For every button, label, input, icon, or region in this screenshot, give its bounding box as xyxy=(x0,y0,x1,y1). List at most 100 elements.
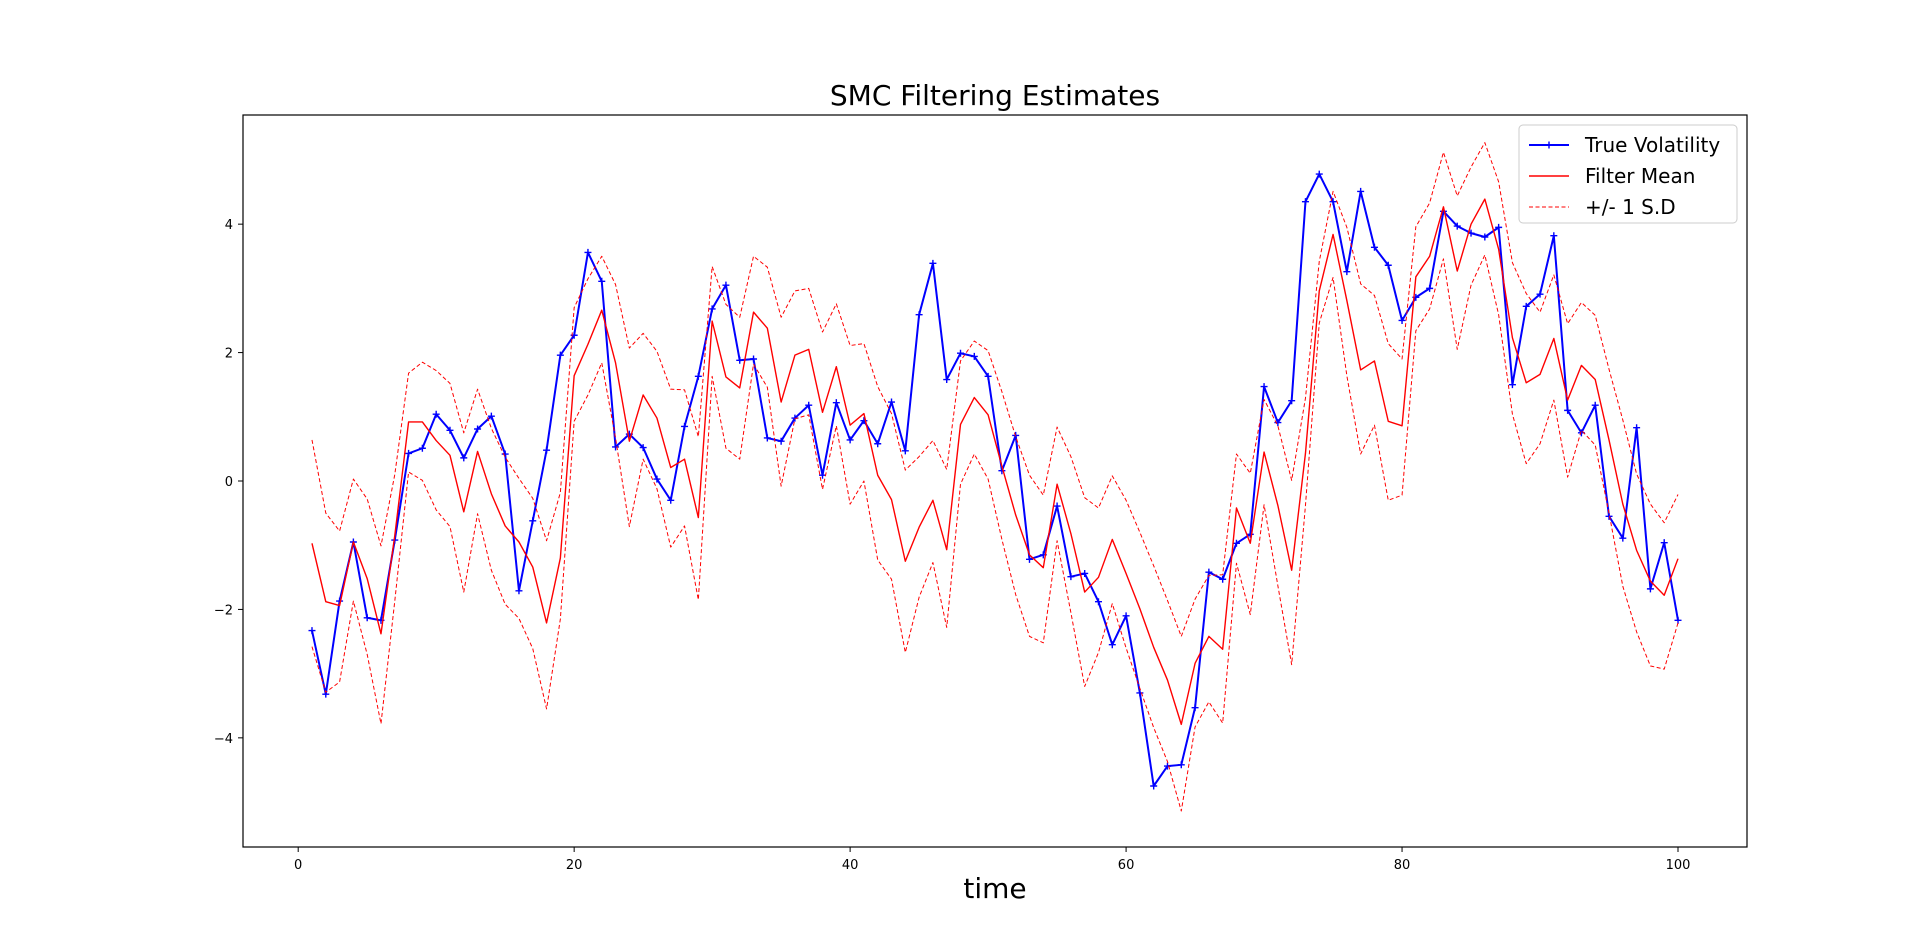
series-point-0-39 xyxy=(846,436,854,444)
series-point-0-98 xyxy=(1660,539,1668,547)
series-point-0-64 xyxy=(1191,704,1199,712)
series-point-0-22 xyxy=(612,443,620,451)
series-point-0-83 xyxy=(1453,222,1461,230)
series-point-0-87 xyxy=(1508,381,1516,389)
series-point-0-89 xyxy=(1536,290,1544,298)
series-point-0-54 xyxy=(1053,502,1061,510)
x-tick-label-1: 20 xyxy=(566,858,583,873)
legend-label-0: True Volatility xyxy=(1584,133,1720,157)
series-point-0-28 xyxy=(694,372,702,380)
chart-title: SMC Filtering Estimates xyxy=(830,79,1160,112)
series-point-0-99 xyxy=(1674,616,1682,624)
series-point-0-26 xyxy=(667,496,675,504)
x-tick-label-2: 40 xyxy=(842,858,859,873)
series-point-0-73 xyxy=(1315,170,1323,178)
series-point-0-96 xyxy=(1633,424,1641,432)
x-tick-label-5: 100 xyxy=(1666,858,1691,873)
series-point-0-33 xyxy=(763,434,771,442)
series-point-0-7 xyxy=(405,449,413,457)
series-point-0-11 xyxy=(460,454,468,462)
series-point-0-30 xyxy=(722,281,730,289)
series-point-0-46 xyxy=(943,376,951,384)
series-point-0-85 xyxy=(1481,233,1489,241)
x-axis-label: time xyxy=(963,872,1026,905)
series-point-0-12 xyxy=(474,425,482,433)
series-point-0-68 xyxy=(1246,530,1254,538)
series-point-0-66 xyxy=(1219,575,1227,583)
series-point-0-42 xyxy=(888,398,896,406)
y-tick-label-4: 4 xyxy=(225,218,233,233)
series-point-0-97 xyxy=(1646,585,1654,593)
series-point-0-67 xyxy=(1232,539,1240,547)
series-point-0-43 xyxy=(901,447,909,455)
series-point-0-27 xyxy=(681,422,689,430)
series-point-0-45 xyxy=(929,259,937,267)
series-layer xyxy=(308,142,1682,812)
legend-label-1: Filter Mean xyxy=(1585,164,1695,188)
series-point-0-20 xyxy=(584,248,592,256)
y-tick-label-3: 2 xyxy=(225,347,233,362)
y-tick-label-2: 0 xyxy=(225,475,233,490)
series-point-0-25 xyxy=(653,475,661,483)
series-point-0-59 xyxy=(1122,612,1130,620)
series-point-0-24 xyxy=(639,444,647,452)
series-point-0-57 xyxy=(1094,598,1102,606)
series-point-0-29 xyxy=(708,305,716,313)
series-point-0-70 xyxy=(1274,419,1282,427)
series-point-0-93 xyxy=(1591,401,1599,409)
series-point-0-36 xyxy=(805,401,813,409)
y-tick-label-1: −2 xyxy=(214,603,233,618)
series-point-0-79 xyxy=(1398,316,1406,324)
series-line-0 xyxy=(311,173,1679,787)
series-line-3 xyxy=(311,254,1679,812)
series-point-0-47 xyxy=(957,349,965,357)
series-point-0-90 xyxy=(1550,232,1558,240)
x-tick-label-4: 80 xyxy=(1394,858,1411,873)
series-point-0-14 xyxy=(501,450,509,458)
series-point-0-48 xyxy=(970,352,978,360)
x-tick-label-3: 60 xyxy=(1118,858,1135,873)
plot-frame xyxy=(242,114,1748,848)
series-point-0-81 xyxy=(1426,284,1434,292)
series-point-0-75 xyxy=(1343,268,1351,276)
series-point-0-0 xyxy=(308,627,316,635)
series-point-0-18 xyxy=(556,351,564,359)
series-point-0-32 xyxy=(750,355,758,363)
legend-label-2: +/- 1 S.D xyxy=(1585,195,1676,219)
series-point-0-16 xyxy=(529,517,537,525)
series-point-0-69 xyxy=(1260,383,1268,391)
series-point-0-49 xyxy=(984,372,992,380)
series-point-0-65 xyxy=(1205,568,1213,576)
series-point-0-74 xyxy=(1329,198,1337,206)
legend-box xyxy=(1518,124,1738,224)
series-point-0-76 xyxy=(1357,187,1365,195)
series-point-0-55 xyxy=(1067,573,1075,581)
series-point-0-60 xyxy=(1136,689,1144,697)
series-point-0-62 xyxy=(1163,762,1171,770)
series-point-0-17 xyxy=(543,446,551,454)
series-point-0-10 xyxy=(446,426,454,434)
series-line-2 xyxy=(311,142,1679,637)
series-point-0-15 xyxy=(515,587,523,595)
series-point-0-13 xyxy=(487,412,495,420)
series-point-0-34 xyxy=(777,437,785,445)
series-point-0-21 xyxy=(598,277,606,285)
series-point-0-4 xyxy=(363,614,371,622)
series-point-0-58 xyxy=(1108,641,1116,649)
series-point-0-94 xyxy=(1605,512,1613,520)
series-point-0-40 xyxy=(860,417,868,425)
series-point-0-63 xyxy=(1177,761,1185,769)
series-point-0-44 xyxy=(915,311,923,319)
series-point-0-9 xyxy=(432,410,440,418)
series-point-0-78 xyxy=(1384,261,1392,269)
series-line-1 xyxy=(311,198,1679,726)
series-point-0-37 xyxy=(819,471,827,479)
series-point-0-91 xyxy=(1564,406,1572,414)
axes-layer: 0 20 40 60 80 100 −4 −2 0 2 4 xyxy=(214,218,1691,873)
series-point-0-38 xyxy=(832,399,840,407)
series-point-0-71 xyxy=(1288,397,1296,405)
series-point-0-56 xyxy=(1081,569,1089,577)
series-point-0-95 xyxy=(1619,534,1627,542)
series-point-0-72 xyxy=(1301,198,1309,206)
